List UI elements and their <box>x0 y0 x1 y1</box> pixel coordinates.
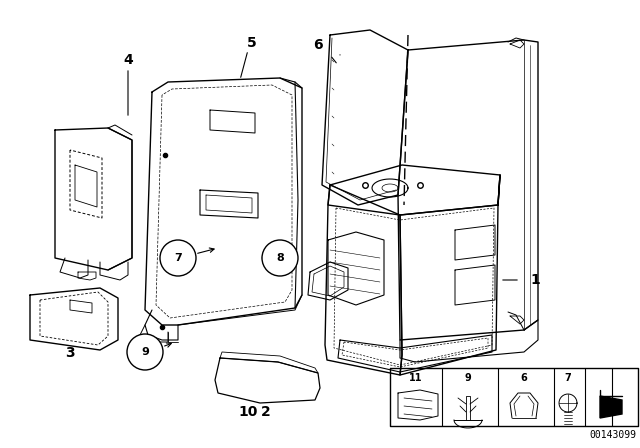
Circle shape <box>262 240 298 276</box>
Text: 7: 7 <box>564 373 572 383</box>
Text: 3: 3 <box>65 346 75 360</box>
Text: 10: 10 <box>238 405 258 419</box>
Text: 7: 7 <box>174 253 182 263</box>
Text: 8: 8 <box>276 253 284 263</box>
Text: 11: 11 <box>409 373 423 383</box>
Text: 9: 9 <box>141 347 149 357</box>
Text: 00143099: 00143099 <box>589 430 636 440</box>
Polygon shape <box>600 396 622 418</box>
Text: 6: 6 <box>313 38 323 52</box>
Text: 6: 6 <box>520 373 527 383</box>
Text: 4: 4 <box>123 53 133 67</box>
Circle shape <box>127 334 163 370</box>
Circle shape <box>160 240 196 276</box>
Text: 9: 9 <box>465 373 472 383</box>
Text: 5: 5 <box>247 36 257 50</box>
Text: 1: 1 <box>530 273 540 287</box>
Text: 2: 2 <box>261 405 271 419</box>
